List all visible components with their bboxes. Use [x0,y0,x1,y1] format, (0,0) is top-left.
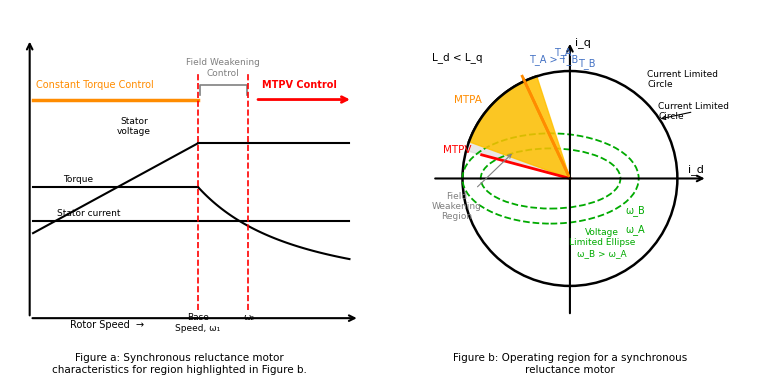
Text: Field Weakening
Control: Field Weakening Control [187,58,260,78]
Text: MTPA: MTPA [454,95,482,105]
Text: i_q: i_q [575,37,591,48]
Text: Current Limited
Circle: Current Limited Circle [658,102,729,121]
Text: T_A: T_A [554,47,571,58]
Text: T_B: T_B [578,58,596,69]
Text: Voltage
Limited Ellipse
ω_B > ω_A: Voltage Limited Ellipse ω_B > ω_A [569,228,636,258]
Text: MTPV Control: MTPV Control [262,80,337,90]
Text: Rotor Speed  →: Rotor Speed → [70,320,144,330]
Text: MTPV: MTPV [443,145,471,155]
Text: Base
Speed, ω₁: Base Speed, ω₁ [175,313,220,333]
Text: Stator current: Stator current [57,209,120,218]
Text: Constant Torque Control: Constant Torque Control [37,80,155,90]
Polygon shape [466,81,570,178]
Text: L_d < L_q: L_d < L_q [432,52,483,63]
Text: ω₂: ω₂ [243,313,254,322]
Text: Torque: Torque [63,175,93,184]
Polygon shape [469,76,570,178]
Text: Stator
voltage: Stator voltage [117,116,151,136]
Text: Field
Weakening
Region: Field Weakening Region [432,154,511,221]
Text: ω_B: ω_B [626,205,646,216]
Text: ω_A: ω_A [626,224,646,235]
Text: Figure a: Synchronous reluctance motor
characteristics for region highlighted in: Figure a: Synchronous reluctance motor c… [52,353,308,375]
Text: Figure b: Operating region for a synchronous
reluctance motor: Figure b: Operating region for a synchro… [453,353,687,375]
Text: T_A > T_B: T_A > T_B [529,54,578,65]
Text: Current Limited
Circle: Current Limited Circle [647,70,718,89]
Text: i_d: i_d [688,164,705,175]
